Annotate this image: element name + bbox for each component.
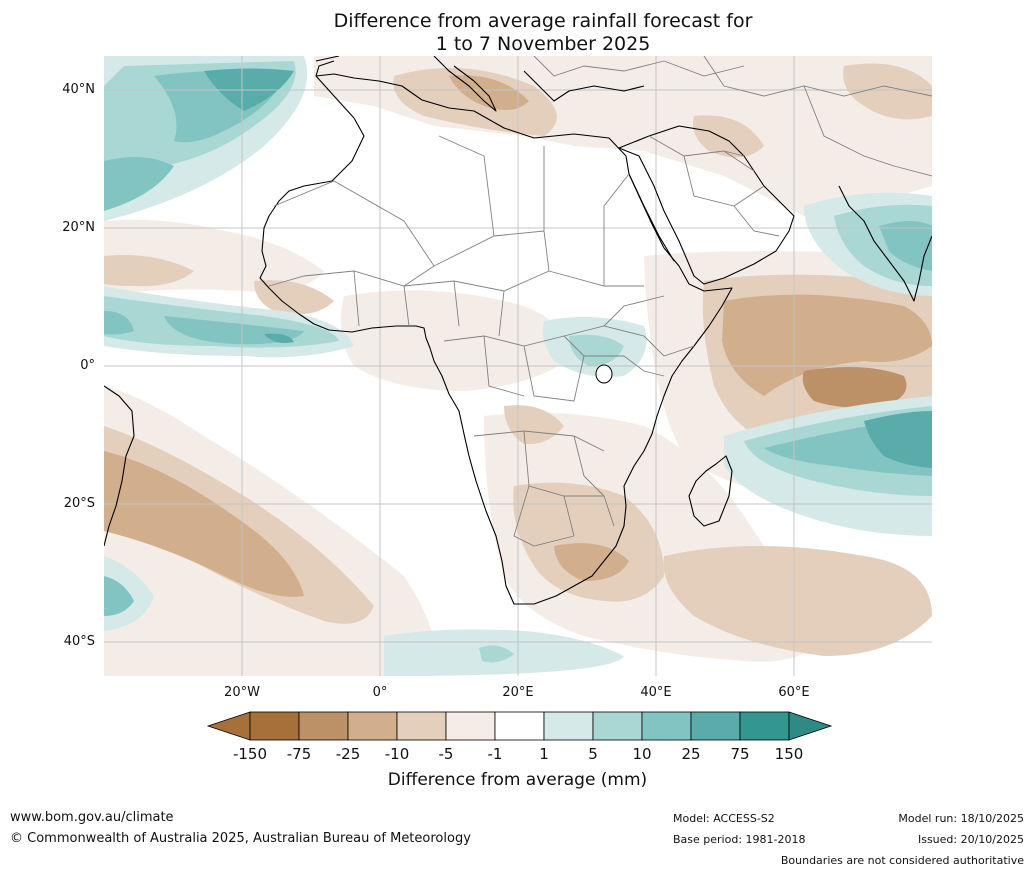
longitude-label-20w: 20°W [224, 685, 260, 700]
colorbar-bin-9 [690, 711, 741, 741]
map-canvas [104, 56, 932, 676]
boundary-middle-east [648, 135, 780, 237]
colorbar-bin-1 [298, 711, 349, 741]
graticule [104, 56, 932, 676]
colorbar-over-arrow [788, 711, 833, 741]
boundary-east [603, 295, 695, 377]
colorbar-bin-3 [396, 711, 447, 741]
colorbar-bin-7 [592, 711, 643, 741]
boundary-sahara [273, 135, 644, 287]
colorbar-tick-label: 10 [632, 745, 652, 763]
dry-area-iran [843, 63, 932, 120]
wet-area-south-ocean-mid [479, 645, 514, 663]
footer-disclaimer: Boundaries are not considered authoritat… [780, 854, 1024, 867]
latitude-label-40n: 40°N [62, 82, 95, 97]
coastline-africa [259, 73, 733, 605]
longitude-label-40e: 40°E [640, 685, 672, 700]
wet-area-tropical-atlantic-core [264, 333, 294, 343]
wet-anomaly-areas [104, 56, 932, 676]
colorbar-tick-label: -10 [384, 745, 410, 763]
dry-area-west-africa [254, 280, 334, 315]
boundary-central [443, 325, 645, 402]
coastline-red-sea [628, 173, 675, 262]
wet-area-tropical-atlantic-west [104, 311, 134, 335]
colorbar-tick-label: 25 [681, 745, 701, 763]
boundary-southern [473, 430, 615, 547]
colorbar-tick-label: 5 [588, 745, 598, 763]
dry-area-italy-greece [449, 75, 529, 110]
colorbar-tick-label: 1 [539, 745, 549, 763]
rainfall-anomaly-map [104, 56, 932, 676]
footer-copyright: © Commonwealth of Australia 2025, Austra… [10, 831, 471, 846]
lake-victoria [595, 364, 613, 384]
colorbar [206, 711, 833, 741]
wet-area-south-indian-ocean-core [864, 411, 932, 468]
colorbar-tick-label: -25 [335, 745, 361, 763]
latitude-label-40s: 40°S [63, 634, 95, 649]
colorbar-tick-label: -150 [232, 745, 268, 763]
latitude-label-20s: 20°S [63, 496, 95, 511]
colorbar-bin-8 [641, 711, 692, 741]
colorbar-bin-10 [739, 711, 790, 741]
colorbar-under-arrow [206, 711, 251, 741]
coastline-arabia [618, 125, 795, 285]
wet-area-south-atlantic-west [104, 576, 134, 616]
dry-area-southern-ocean [663, 546, 932, 656]
coastline-italy [433, 56, 497, 112]
dry-area-middle-east [693, 115, 764, 158]
title-line-2: 1 to 7 November 2025 [435, 33, 651, 55]
country-boundaries [268, 56, 932, 547]
colorbar-tick-label: -1 [487, 745, 503, 763]
coastline-greece-turkey [523, 70, 645, 102]
latitude-label-equator: 0° [80, 358, 95, 373]
footer-model: Model: ACCESS-S2 [673, 812, 775, 825]
colorbar-bin-4 [445, 711, 496, 741]
dry-area-south-atlantic-strong [104, 451, 304, 597]
footer-model-run: Model run: 18/10/2025 [898, 812, 1024, 825]
wet-area-india [879, 221, 932, 271]
coastline-madagascar [688, 455, 733, 527]
footer-base-period: Base period: 1981-2018 [673, 833, 806, 846]
wet-area-north-atlantic-west [104, 157, 174, 211]
longitude-label-20e: 20°E [502, 685, 534, 700]
colorbar-bin-6 [543, 711, 594, 741]
colorbar-bin-2 [347, 711, 398, 741]
dry-area-indian-ocean-core [802, 367, 907, 408]
dry-anomaly-areas [104, 56, 932, 676]
footer-issued: Issued: 20/10/2025 [917, 833, 1024, 846]
longitude-label-0: 0° [372, 685, 388, 700]
map-title: Difference from average rainfall forecas… [0, 10, 1035, 56]
colorbar-tick-label: 150 [774, 745, 804, 763]
dry-area-tropical-atlantic-mid [104, 255, 194, 287]
dry-area-mozambique-channel [504, 405, 564, 445]
wet-area-east-africa-mid [569, 334, 624, 366]
colorbar-tick-label: -75 [286, 745, 312, 763]
colorbar-label: Difference from average (mm) [387, 770, 648, 790]
boundary-europe [533, 56, 932, 177]
colorbar-bin-5 [494, 711, 545, 741]
coastline-south-america-tip [104, 385, 135, 547]
coastline-europe-iberia [315, 56, 340, 77]
longitude-label-60e: 60°E [778, 685, 810, 700]
coastlines [104, 56, 932, 605]
colorbar-tick-label: 75 [730, 745, 750, 763]
footer-website[interactable]: www.bom.gov.au/climate [10, 810, 174, 825]
boundary-sahel [268, 270, 550, 337]
title-line-1: Difference from average rainfall forecas… [333, 10, 753, 32]
dry-area-southern-africa-mid [513, 482, 664, 602]
colorbar-tick-label: -5 [438, 745, 454, 763]
dry-area-west-indian-ocean-strong [722, 294, 932, 396]
coastline-india [838, 185, 932, 302]
dry-area-mediterranean-mid [393, 68, 557, 136]
colorbar-bin-0 [249, 711, 300, 741]
latitude-label-20n: 20°N [62, 220, 95, 235]
